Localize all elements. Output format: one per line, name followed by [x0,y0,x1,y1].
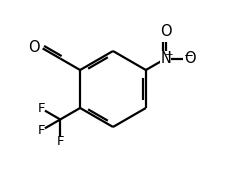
Text: O: O [28,40,39,55]
Text: F: F [56,135,64,148]
Text: +: + [165,50,173,60]
Text: F: F [37,124,45,137]
Text: O: O [159,24,171,39]
Text: −: − [183,48,193,62]
Text: N: N [160,51,171,66]
Text: O: O [183,51,195,66]
Text: F: F [37,102,45,115]
